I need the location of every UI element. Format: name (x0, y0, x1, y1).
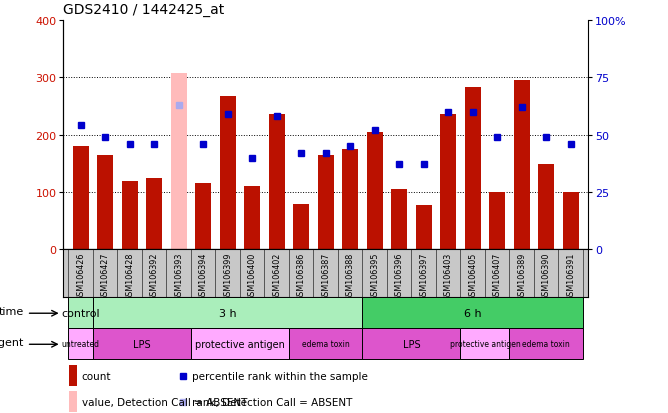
Bar (191, 328, 289, 359)
Bar (562, 192, 578, 250)
Text: GSM106405: GSM106405 (468, 252, 477, 301)
Text: GSM106392: GSM106392 (150, 252, 158, 301)
Text: LPS: LPS (403, 339, 420, 349)
Text: GSM106391: GSM106391 (566, 252, 575, 301)
Bar (122, 181, 138, 250)
Bar (489, 192, 505, 250)
Text: LPS: LPS (133, 339, 151, 349)
Bar (514, 81, 530, 250)
Text: protective antigen: protective antigen (450, 339, 520, 348)
Text: percentile rank within the sample: percentile rank within the sample (192, 371, 368, 381)
Text: GSM106395: GSM106395 (370, 252, 379, 301)
Bar (97, 155, 113, 250)
Bar (195, 184, 211, 250)
Bar (244, 187, 260, 250)
Text: edema toxin: edema toxin (302, 339, 349, 348)
Text: GSM106407: GSM106407 (493, 252, 502, 301)
Bar (363, 328, 460, 359)
Text: GSM106403: GSM106403 (444, 252, 453, 300)
Bar (73, 147, 89, 250)
Text: protective antigen: protective antigen (195, 339, 285, 349)
Text: GSM106386: GSM106386 (297, 252, 306, 300)
Bar (269, 115, 285, 250)
Bar (391, 190, 407, 250)
Bar (170, 74, 186, 250)
Text: GSM106397: GSM106397 (419, 252, 428, 301)
Bar (510, 328, 583, 359)
Text: GSM106402: GSM106402 (272, 252, 281, 301)
Text: control: control (61, 308, 100, 318)
Text: GSM106393: GSM106393 (174, 252, 183, 301)
Bar (68, 297, 93, 328)
Text: GSM106400: GSM106400 (248, 252, 257, 300)
Text: rank, Detection Call = ABSENT: rank, Detection Call = ABSENT (192, 396, 352, 407)
Bar (465, 88, 481, 250)
Text: GSM106387: GSM106387 (321, 252, 330, 301)
Bar (460, 328, 510, 359)
Text: value, Detection Call = ABSENT: value, Detection Call = ABSENT (81, 396, 247, 407)
Text: untreated: untreated (61, 339, 100, 348)
Text: GSM106394: GSM106394 (198, 252, 208, 301)
Text: agent: agent (0, 337, 24, 347)
Text: GSM106388: GSM106388 (345, 252, 355, 300)
Text: GSM106428: GSM106428 (125, 252, 134, 301)
Text: 6 h: 6 h (464, 308, 482, 318)
Bar (69, 366, 77, 386)
Text: edema toxin: edema toxin (522, 339, 570, 348)
Text: GSM106396: GSM106396 (395, 252, 403, 301)
Bar (289, 328, 363, 359)
Text: time: time (0, 306, 24, 316)
Bar (538, 165, 554, 250)
Bar (363, 297, 583, 328)
Bar (367, 133, 383, 250)
Text: GSM106399: GSM106399 (223, 252, 232, 301)
Bar (440, 115, 456, 250)
Text: GSM106389: GSM106389 (517, 252, 526, 301)
Bar (68, 328, 93, 359)
Text: count: count (81, 371, 112, 381)
Text: 3 h: 3 h (219, 308, 236, 318)
Bar (293, 204, 309, 250)
Text: GSM106426: GSM106426 (76, 252, 85, 301)
Bar (318, 155, 333, 250)
Bar (93, 328, 191, 359)
Text: GSM106390: GSM106390 (542, 252, 550, 301)
Text: GSM106427: GSM106427 (101, 252, 110, 301)
Text: GDS2410 / 1442425_at: GDS2410 / 1442425_at (63, 3, 224, 17)
Bar (69, 392, 77, 412)
Bar (415, 205, 432, 250)
Bar (220, 96, 236, 250)
Bar (146, 178, 162, 250)
Bar (93, 297, 363, 328)
Bar (342, 150, 358, 250)
